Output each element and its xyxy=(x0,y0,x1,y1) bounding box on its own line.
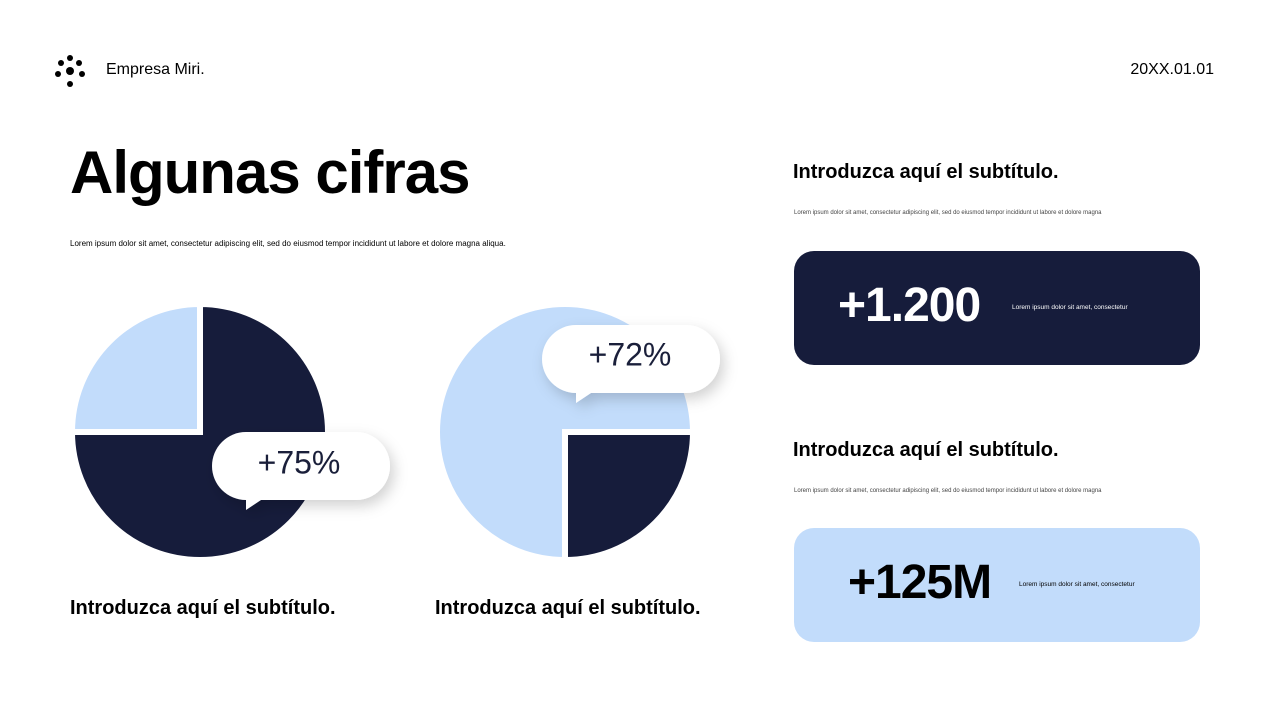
title: Algunas cifras xyxy=(70,139,470,206)
logo xyxy=(55,55,85,87)
stat-text: Lorem ipsum dolor sit amet, consectetur … xyxy=(794,210,1102,216)
stat-text: Lorem ipsum dolor sit amet, consectetur … xyxy=(794,488,1102,494)
bubble xyxy=(542,325,720,403)
pie-caption: Introduzca aquí el subtítulo. xyxy=(70,597,336,619)
bubble xyxy=(212,432,390,510)
stat-value: +125M xyxy=(848,556,992,609)
pie-slice xyxy=(562,429,697,564)
pie-annotation: +75% xyxy=(258,444,341,480)
stat-value: +1.200 xyxy=(838,279,981,332)
stat-subtitle: Introduzca aquí el subtítulo. xyxy=(793,439,1059,461)
pie-slice xyxy=(68,300,203,435)
date: 20XX.01.01 xyxy=(1130,61,1214,78)
pie-caption: Introduzca aquí el subtítulo. xyxy=(435,597,701,619)
stat-subtitle: Introduzca aquí el subtítulo. xyxy=(793,161,1059,183)
stat-description: Lorem ipsum dolor sit amet, consectetur xyxy=(1012,304,1128,311)
intro: Lorem ipsum dolor sit amet, consectetur … xyxy=(70,239,506,248)
stat-box: +125M Lorem ipsum dolor sit amet, consec… xyxy=(794,528,1200,642)
stat-description: Lorem ipsum dolor sit amet, consectetur xyxy=(1019,581,1135,588)
stat-box: +1.200 Lorem ipsum dolor sit amet, conse… xyxy=(794,251,1200,365)
brand: Empresa Miri. xyxy=(106,61,205,78)
pie-annotation: +72% xyxy=(589,336,672,372)
